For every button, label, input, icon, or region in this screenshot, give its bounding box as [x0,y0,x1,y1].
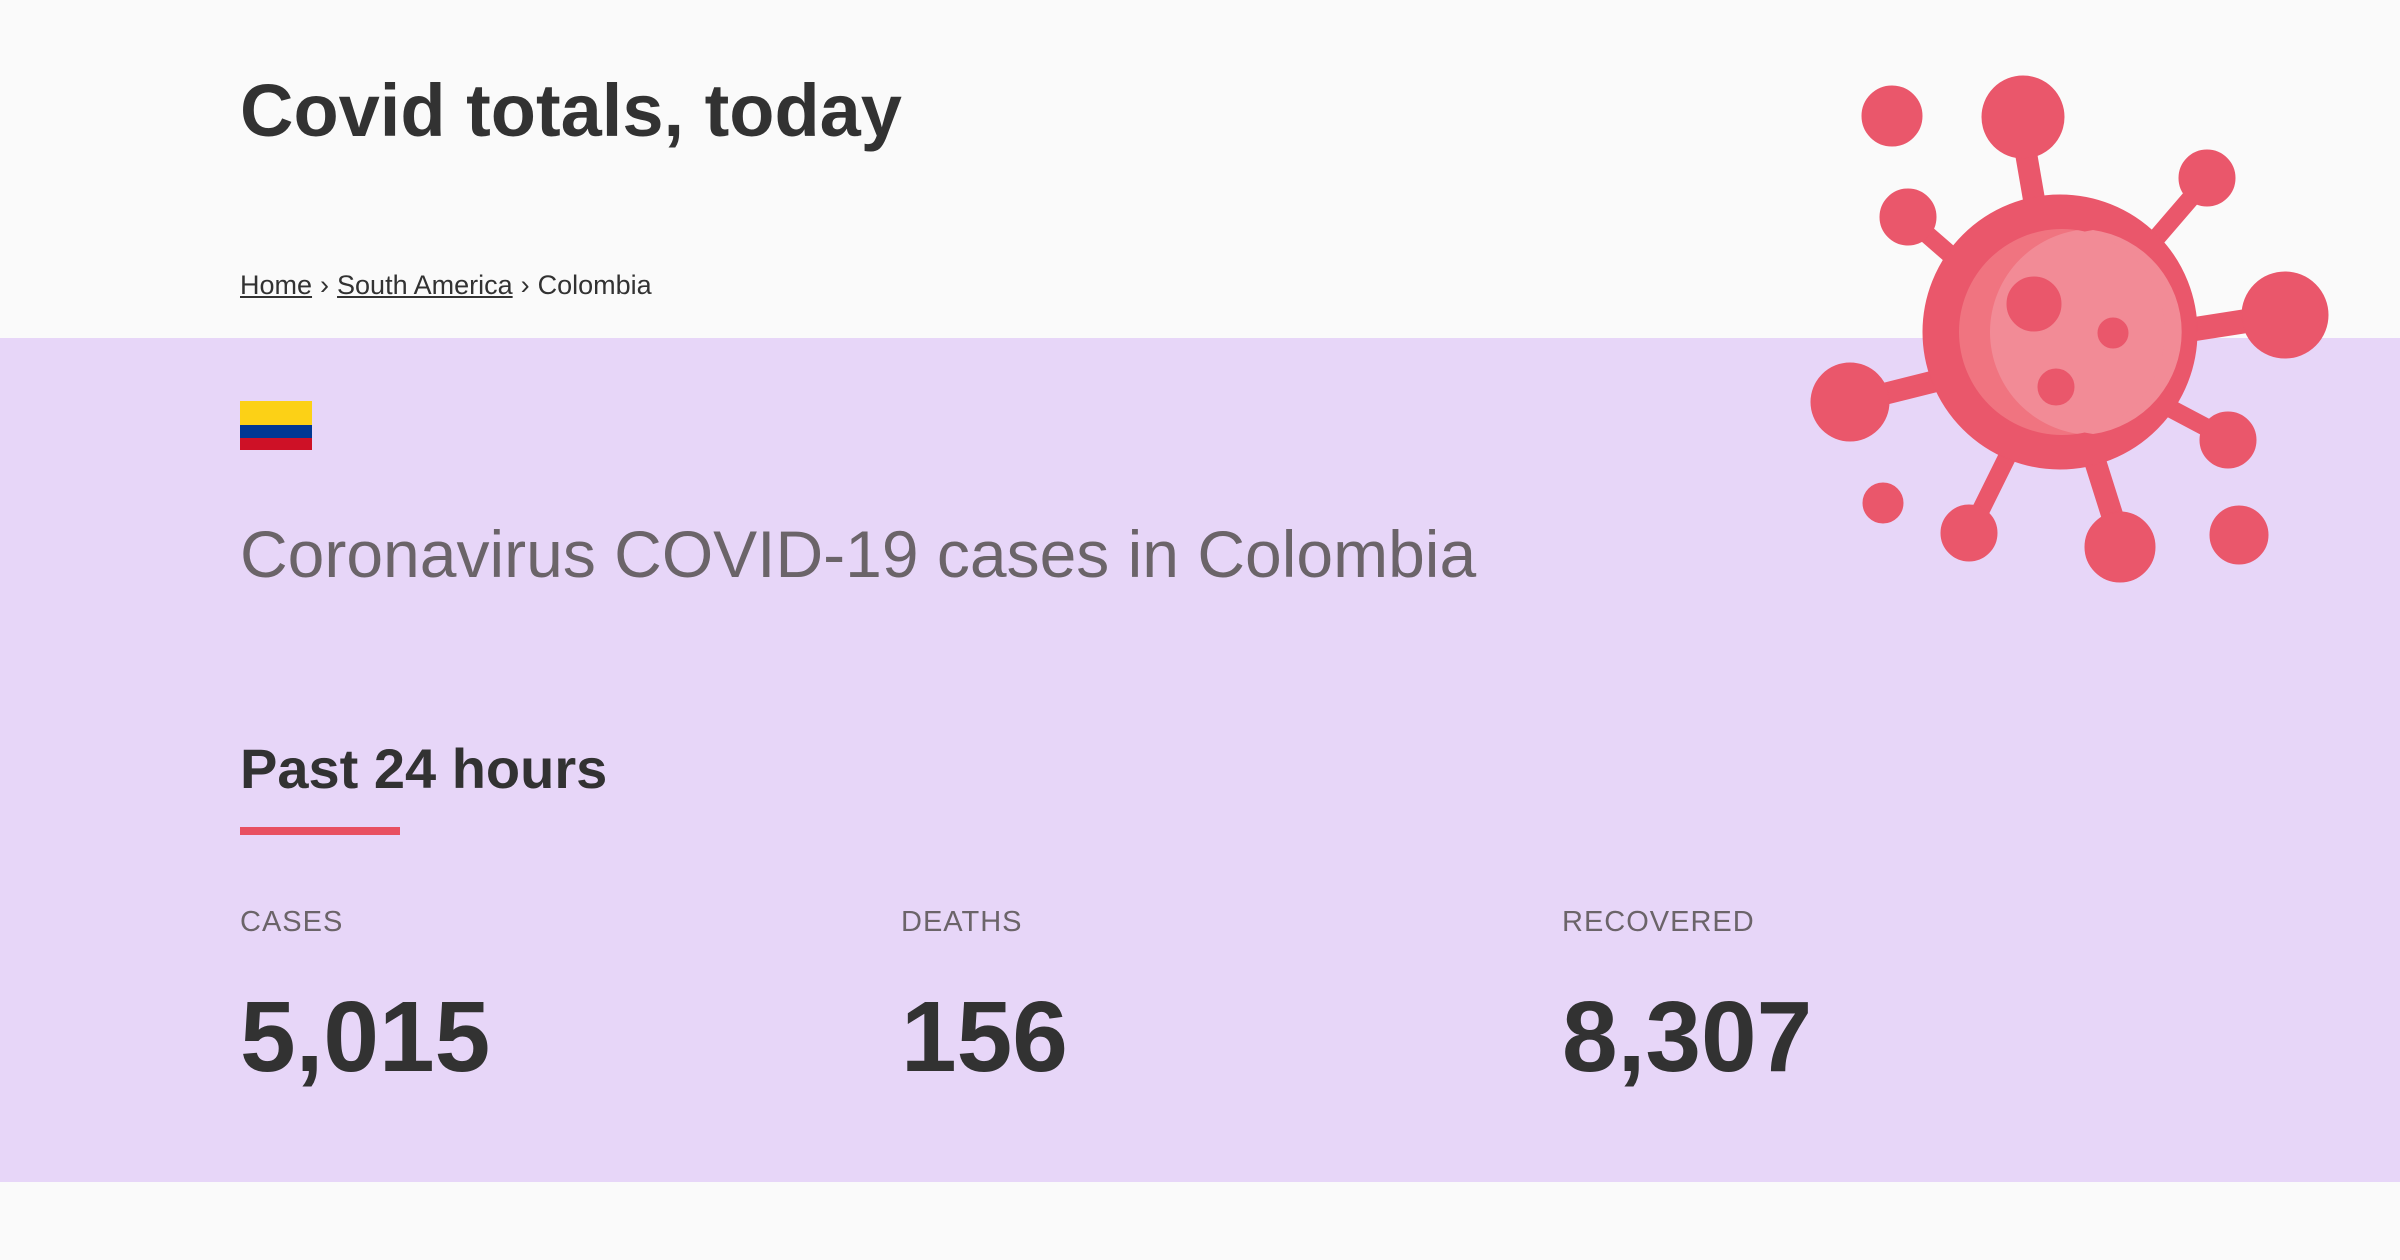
section-heading: Past 24 hours [240,737,608,800]
breadcrumb-current: Colombia [537,270,652,300]
section-underline [240,827,400,835]
stat-deaths-label: DEATHS [901,906,1023,938]
country-heading: Coronavirus COVID-19 cases in Colombia [240,517,1477,591]
breadcrumb-home-link[interactable]: Home [240,270,313,300]
stat-cases-value: 5,015 [240,981,491,1093]
virus-icon [1810,75,2329,583]
stat-cases-label: CASES [240,906,344,938]
breadcrumb-separator: › [320,270,330,300]
breadcrumb-region-link[interactable]: South America [337,270,513,300]
stat-cases: CASES 5,015 [240,906,490,1087]
stat-deaths: DEATHS 156 [901,906,1068,1087]
stat-recovered-label: RECOVERED [1562,906,1755,938]
breadcrumb: Home › South America › Colombia [240,270,652,301]
breadcrumb-separator: › [520,270,530,300]
flag-stripe-blue [240,425,312,438]
stat-recovered-value: 8,307 [1562,981,1813,1093]
flag-stripe-red [240,438,312,450]
stat-recovered: RECOVERED 8,307 [1562,906,1812,1087]
colombia-flag-icon [240,401,312,450]
page-title: Covid totals, today [240,69,902,152]
flag-stripe-yellow [240,401,312,425]
stat-deaths-value: 156 [901,981,1068,1093]
